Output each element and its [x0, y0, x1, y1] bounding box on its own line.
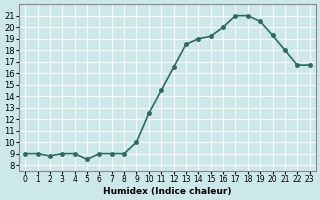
X-axis label: Humidex (Indice chaleur): Humidex (Indice chaleur) [103, 187, 232, 196]
